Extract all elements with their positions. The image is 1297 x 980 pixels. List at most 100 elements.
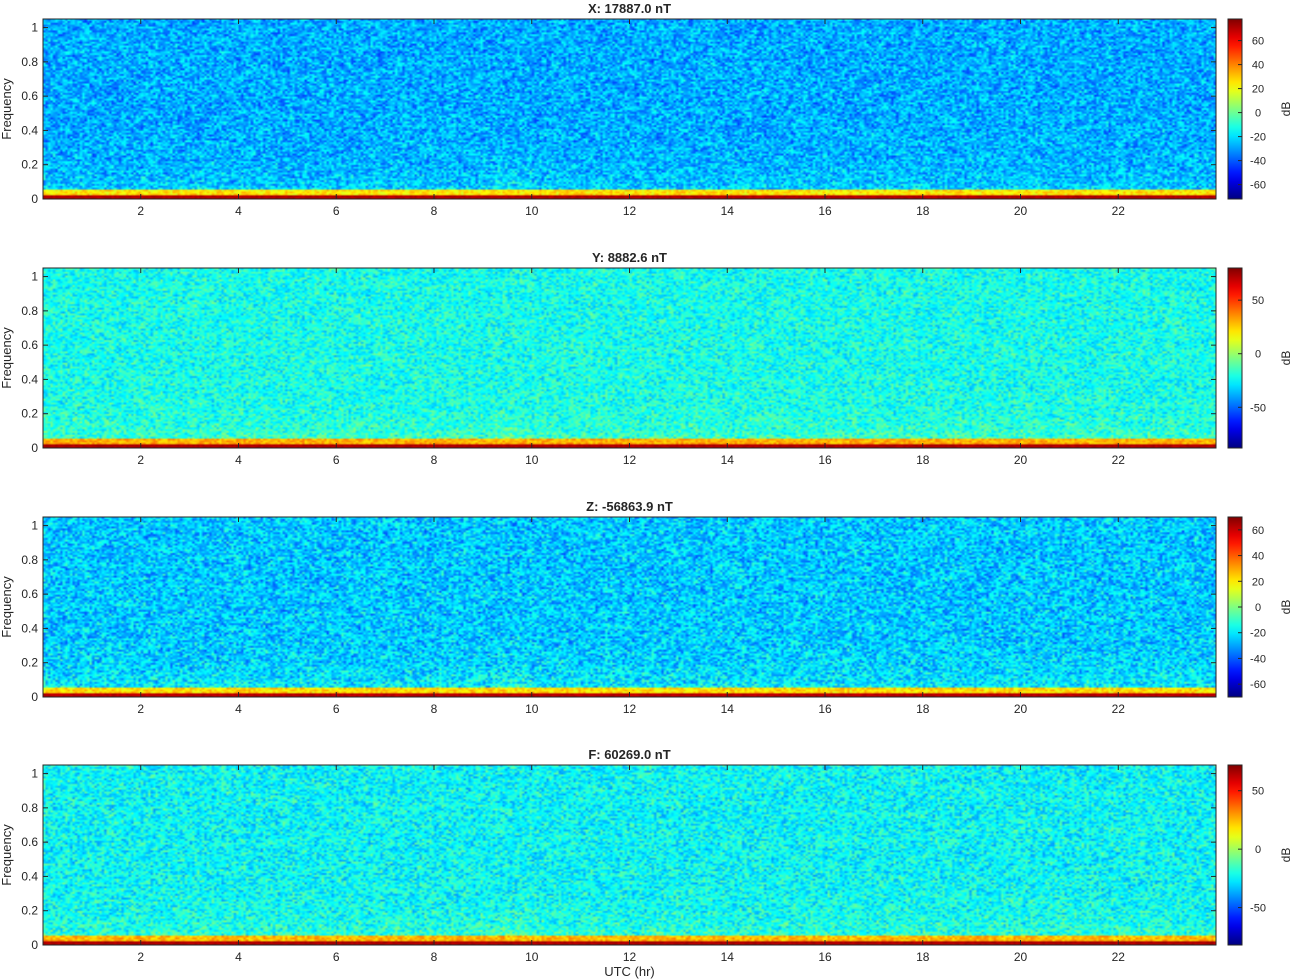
- x-tick-label: 8: [431, 204, 438, 218]
- x-tick-label: 14: [721, 453, 735, 467]
- x-tick-label: 12: [623, 204, 637, 218]
- x-tick-label: 8: [431, 950, 438, 964]
- x-tick-label: 22: [1112, 453, 1126, 467]
- y-axis-label: Frequency: [0, 824, 14, 886]
- x-tick-label: 2: [137, 453, 144, 467]
- x-tick-label: 20: [1014, 204, 1028, 218]
- colorbar-tick-label: 50: [1252, 295, 1264, 307]
- y-tick-label: 0.2: [21, 904, 38, 918]
- x-tick-label: 18: [916, 702, 930, 716]
- y-tick-label: 0: [31, 938, 38, 952]
- spectrogram-panel: Y: 8882.6 nT2 4 6 8 10 12 14 16 18 20 2200.20.40.6…: [0, 250, 1293, 467]
- x-tick-label: 14: [721, 204, 735, 218]
- colorbar-tick-label: -20: [1250, 628, 1266, 640]
- y-tick-label: 0.8: [21, 801, 38, 815]
- x-tick-label: 10: [525, 453, 539, 467]
- x-tick-label: 12: [623, 453, 637, 467]
- panel-title: Z: -56863.9 nT: [586, 499, 673, 514]
- spectrogram-image: [43, 19, 1216, 199]
- colorbar-tick-label: 50: [1252, 786, 1264, 798]
- x-tick-label: 16: [818, 204, 832, 218]
- spectrogram-panel: X: 17887.0 nT2 4 6 8 10 12 14 16 18 20 2200.20.40.…: [0, 1, 1293, 218]
- y-tick-label: 0.4: [21, 869, 38, 883]
- x-tick-label: 4: [235, 702, 242, 716]
- x-tick-label: 18: [916, 950, 930, 964]
- panel-title: F: 60269.0 nT: [588, 747, 670, 762]
- x-tick-label: 22: [1112, 950, 1126, 964]
- colorbar-tick-label: -40: [1250, 653, 1266, 665]
- y-tick-label: 0.4: [21, 123, 38, 137]
- x-tick-label: 6: [333, 204, 340, 218]
- colorbar-tick-label: 20: [1252, 576, 1264, 588]
- colorbar: [1227, 18, 1243, 200]
- x-tick-label: 22: [1112, 204, 1126, 218]
- y-tick-label: 0: [31, 441, 38, 455]
- colorbar-tick-label: -60: [1250, 679, 1266, 691]
- colorbar-label: dB: [1279, 848, 1293, 863]
- colorbar-tick-label: 60: [1252, 36, 1264, 48]
- x-tick-label: 16: [818, 950, 832, 964]
- x-tick-label: 2: [137, 950, 144, 964]
- x-tick-label: 18: [916, 453, 930, 467]
- colorbar-tick-label: -40: [1250, 156, 1266, 168]
- y-tick-label: 0.6: [21, 835, 38, 849]
- panel-title: X: 17887.0 nT: [588, 1, 671, 16]
- y-tick-label: 0.6: [21, 587, 38, 601]
- x-tick-label: 2: [137, 204, 144, 218]
- colorbar-tick-label: 60: [1252, 525, 1264, 537]
- colorbar: [1227, 267, 1243, 449]
- colorbar-label: dB: [1279, 351, 1293, 366]
- x-tick-label: 2: [137, 702, 144, 716]
- y-tick-label: 0.2: [21, 158, 38, 172]
- x-tick-label: 6: [333, 950, 340, 964]
- x-tick-label: 4: [235, 453, 242, 467]
- spectrogram-image: [43, 268, 1216, 448]
- x-tick-label: 16: [818, 702, 832, 716]
- colorbar-tick-label: -50: [1250, 903, 1266, 915]
- colorbar-tick-label: 0: [1255, 602, 1261, 614]
- x-tick-label: 8: [431, 702, 438, 716]
- colorbar-tick-label: 40: [1252, 551, 1264, 563]
- y-tick-label: 0.8: [21, 304, 38, 318]
- y-tick-label: 0.6: [21, 338, 38, 352]
- y-tick-label: 0: [31, 690, 38, 704]
- x-tick-label: 20: [1014, 950, 1028, 964]
- y-tick-label: 1: [31, 767, 38, 781]
- y-tick-label: 0.4: [21, 621, 38, 635]
- spectrogram-image: [43, 765, 1216, 945]
- colorbar: [1227, 764, 1243, 946]
- x-tick-label: 10: [525, 204, 539, 218]
- x-tick-label: 22: [1112, 702, 1126, 716]
- y-tick-label: 0.2: [21, 407, 38, 421]
- x-tick-label: 14: [721, 702, 735, 716]
- x-tick-label: 14: [721, 950, 735, 964]
- y-tick-label: 0.4: [21, 372, 38, 386]
- y-tick-label: 0.8: [21, 553, 38, 567]
- x-tick-label: 4: [235, 204, 242, 218]
- x-tick-label: 10: [525, 702, 539, 716]
- x-tick-label: 12: [623, 702, 637, 716]
- x-tick-label: 10: [525, 950, 539, 964]
- colorbar-tick-label: -20: [1250, 132, 1266, 144]
- y-axis-label: Frequency: [0, 576, 14, 638]
- y-tick-label: 1: [31, 519, 38, 533]
- y-tick-label: 0.2: [21, 656, 38, 670]
- colorbar-label: dB: [1279, 102, 1293, 117]
- y-tick-label: 1: [31, 21, 38, 35]
- x-axis-label: UTC (hr): [604, 964, 655, 979]
- spectrogram-panel: Z: -56863.9 nT2 4 6 8 10 12 14 16 18 20 2200.20.40…: [0, 499, 1293, 716]
- x-tick-label: 18: [916, 204, 930, 218]
- x-tick-label: 4: [235, 950, 242, 964]
- y-tick-label: 1: [31, 270, 38, 284]
- x-tick-label: 6: [333, 702, 340, 716]
- colorbar-tick-label: 0: [1255, 108, 1261, 120]
- colorbar-tick-label: 0: [1255, 349, 1261, 361]
- colorbar-tick-label: 40: [1252, 60, 1264, 72]
- x-tick-label: 8: [431, 453, 438, 467]
- colorbar-tick-label: -60: [1250, 180, 1266, 192]
- colorbar-tick-label: 20: [1252, 84, 1264, 96]
- colorbar-tick-label: -50: [1250, 402, 1266, 414]
- x-tick-label: 20: [1014, 702, 1028, 716]
- y-axis-label: Frequency: [0, 327, 14, 389]
